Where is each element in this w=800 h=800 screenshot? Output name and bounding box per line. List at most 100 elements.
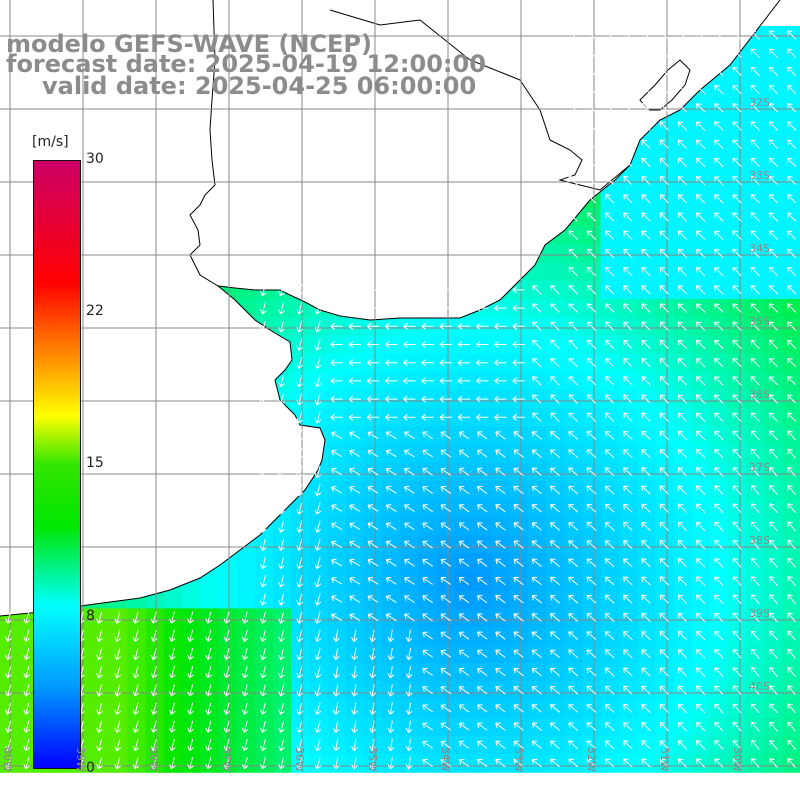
wind-arrow: [622, 449, 633, 459]
wind-arrow: [769, 485, 778, 495]
wind-arrow: [659, 412, 669, 422]
wind-arrow: [475, 341, 489, 348]
wind-arrow: [677, 48, 688, 58]
wind-arrow: [787, 557, 796, 568]
wind-arrow: [604, 467, 615, 477]
wind-arrow: [549, 540, 561, 549]
wind-arrow: [440, 576, 452, 585]
wind-arrow: [768, 285, 779, 295]
wind-arrow: [623, 30, 633, 40]
wind-arrow: [768, 357, 779, 368]
wind-arrow: [296, 520, 303, 533]
wind-cell: [163, 590, 183, 609]
wind-arrow: [457, 413, 471, 421]
wind-arrow: [513, 540, 524, 549]
wind-arrow: [695, 194, 706, 204]
lon-label: 50W: [731, 747, 744, 772]
wind-arrow: [695, 412, 706, 422]
wind-arrow: [476, 558, 488, 567]
wind-arrow: [367, 504, 379, 512]
wind-arrow: [568, 394, 578, 404]
wind-arrow: [641, 103, 651, 113]
wind-arrow: [403, 359, 416, 367]
wind-arrow: [348, 341, 361, 348]
wind-arrow: [531, 522, 542, 531]
wind-arrow: [732, 84, 742, 95]
wind-arrow: [714, 248, 724, 259]
wind-arrow: [586, 103, 597, 113]
wind-arrow: [659, 521, 669, 532]
wind-arrow: [732, 194, 742, 204]
wind-arrow: [677, 467, 688, 477]
wind-arrow: [768, 339, 779, 350]
wind-arrow: [330, 341, 343, 348]
wind-arrow: [786, 321, 797, 331]
wind-arrow: [366, 304, 380, 312]
wind-arrow: [714, 30, 724, 40]
wind-arrow: [695, 394, 706, 404]
wind-arrow: [440, 558, 452, 567]
wind-arrow: [695, 357, 706, 368]
wind-arrow: [623, 321, 633, 331]
wind-arrow: [314, 593, 322, 606]
wind-arrow: [387, 629, 395, 642]
wind-arrow: [532, 285, 542, 295]
wind-arrow: [786, 48, 797, 58]
wind-arrow: [714, 321, 724, 331]
wind-arrow: [513, 595, 524, 604]
wind-arrow: [714, 376, 724, 386]
wind-arrow: [786, 394, 797, 404]
wind-arrow: [586, 376, 597, 386]
wind-arrow: [568, 339, 578, 350]
wind-arrow: [439, 377, 452, 385]
wind-arrow: [385, 558, 397, 567]
wind-arrow: [586, 412, 597, 422]
wind-arrow: [494, 359, 507, 367]
wind-arrow: [495, 558, 506, 567]
wind-arrow: [314, 338, 322, 351]
wind-arrow: [659, 248, 669, 259]
wind-arrow: [586, 230, 597, 240]
wind-arrow: [696, 630, 706, 641]
wind-arrow: [604, 449, 615, 459]
wind-arrow: [549, 431, 561, 440]
wind-arrow: [622, 558, 633, 568]
wind-cell: [200, 572, 219, 591]
wind-arrow: [421, 413, 434, 421]
wind-arrow: [512, 413, 525, 421]
wind-arrow: [768, 66, 779, 77]
wind-arrow: [494, 377, 507, 385]
wind-arrow: [296, 429, 303, 442]
wind-arrow: [260, 629, 267, 642]
wind-arrow: [641, 412, 651, 422]
wind-arrow: [331, 577, 343, 585]
wind-arrow: [568, 30, 578, 40]
wind-arrow: [458, 558, 470, 567]
wind-arrow: [641, 430, 651, 440]
wind-arrow: [586, 157, 597, 168]
wind-arrow: [223, 629, 231, 642]
wind-arrow: [331, 558, 343, 567]
wind-arrow: [786, 230, 797, 240]
wind-arrow: [623, 230, 633, 240]
wind-arrow: [659, 194, 669, 204]
wind-arrow: [714, 339, 724, 350]
wind-arrow: [223, 611, 231, 624]
wind-arrow: [659, 430, 669, 441]
wind-arrow: [714, 576, 724, 586]
wind-arrow: [659, 339, 669, 350]
wind-arrow: [677, 576, 688, 586]
wind-arrow: [677, 412, 688, 422]
wind-arrow: [568, 449, 579, 458]
lat-label: 40S: [749, 680, 770, 693]
wind-cell: [218, 590, 238, 609]
wind-arrow: [532, 303, 542, 313]
wind-arrow: [330, 304, 343, 312]
wind-arrow: [586, 48, 597, 58]
wind-arrow: [512, 395, 525, 403]
wind-arrow: [532, 357, 542, 368]
wind-arrow: [604, 248, 615, 259]
wind-arrow: [659, 540, 669, 550]
wind-arrow: [549, 594, 561, 604]
wind-arrow: [604, 84, 615, 95]
